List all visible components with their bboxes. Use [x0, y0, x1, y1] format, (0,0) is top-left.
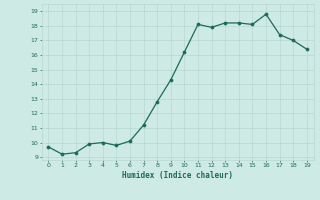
- X-axis label: Humidex (Indice chaleur): Humidex (Indice chaleur): [122, 171, 233, 180]
